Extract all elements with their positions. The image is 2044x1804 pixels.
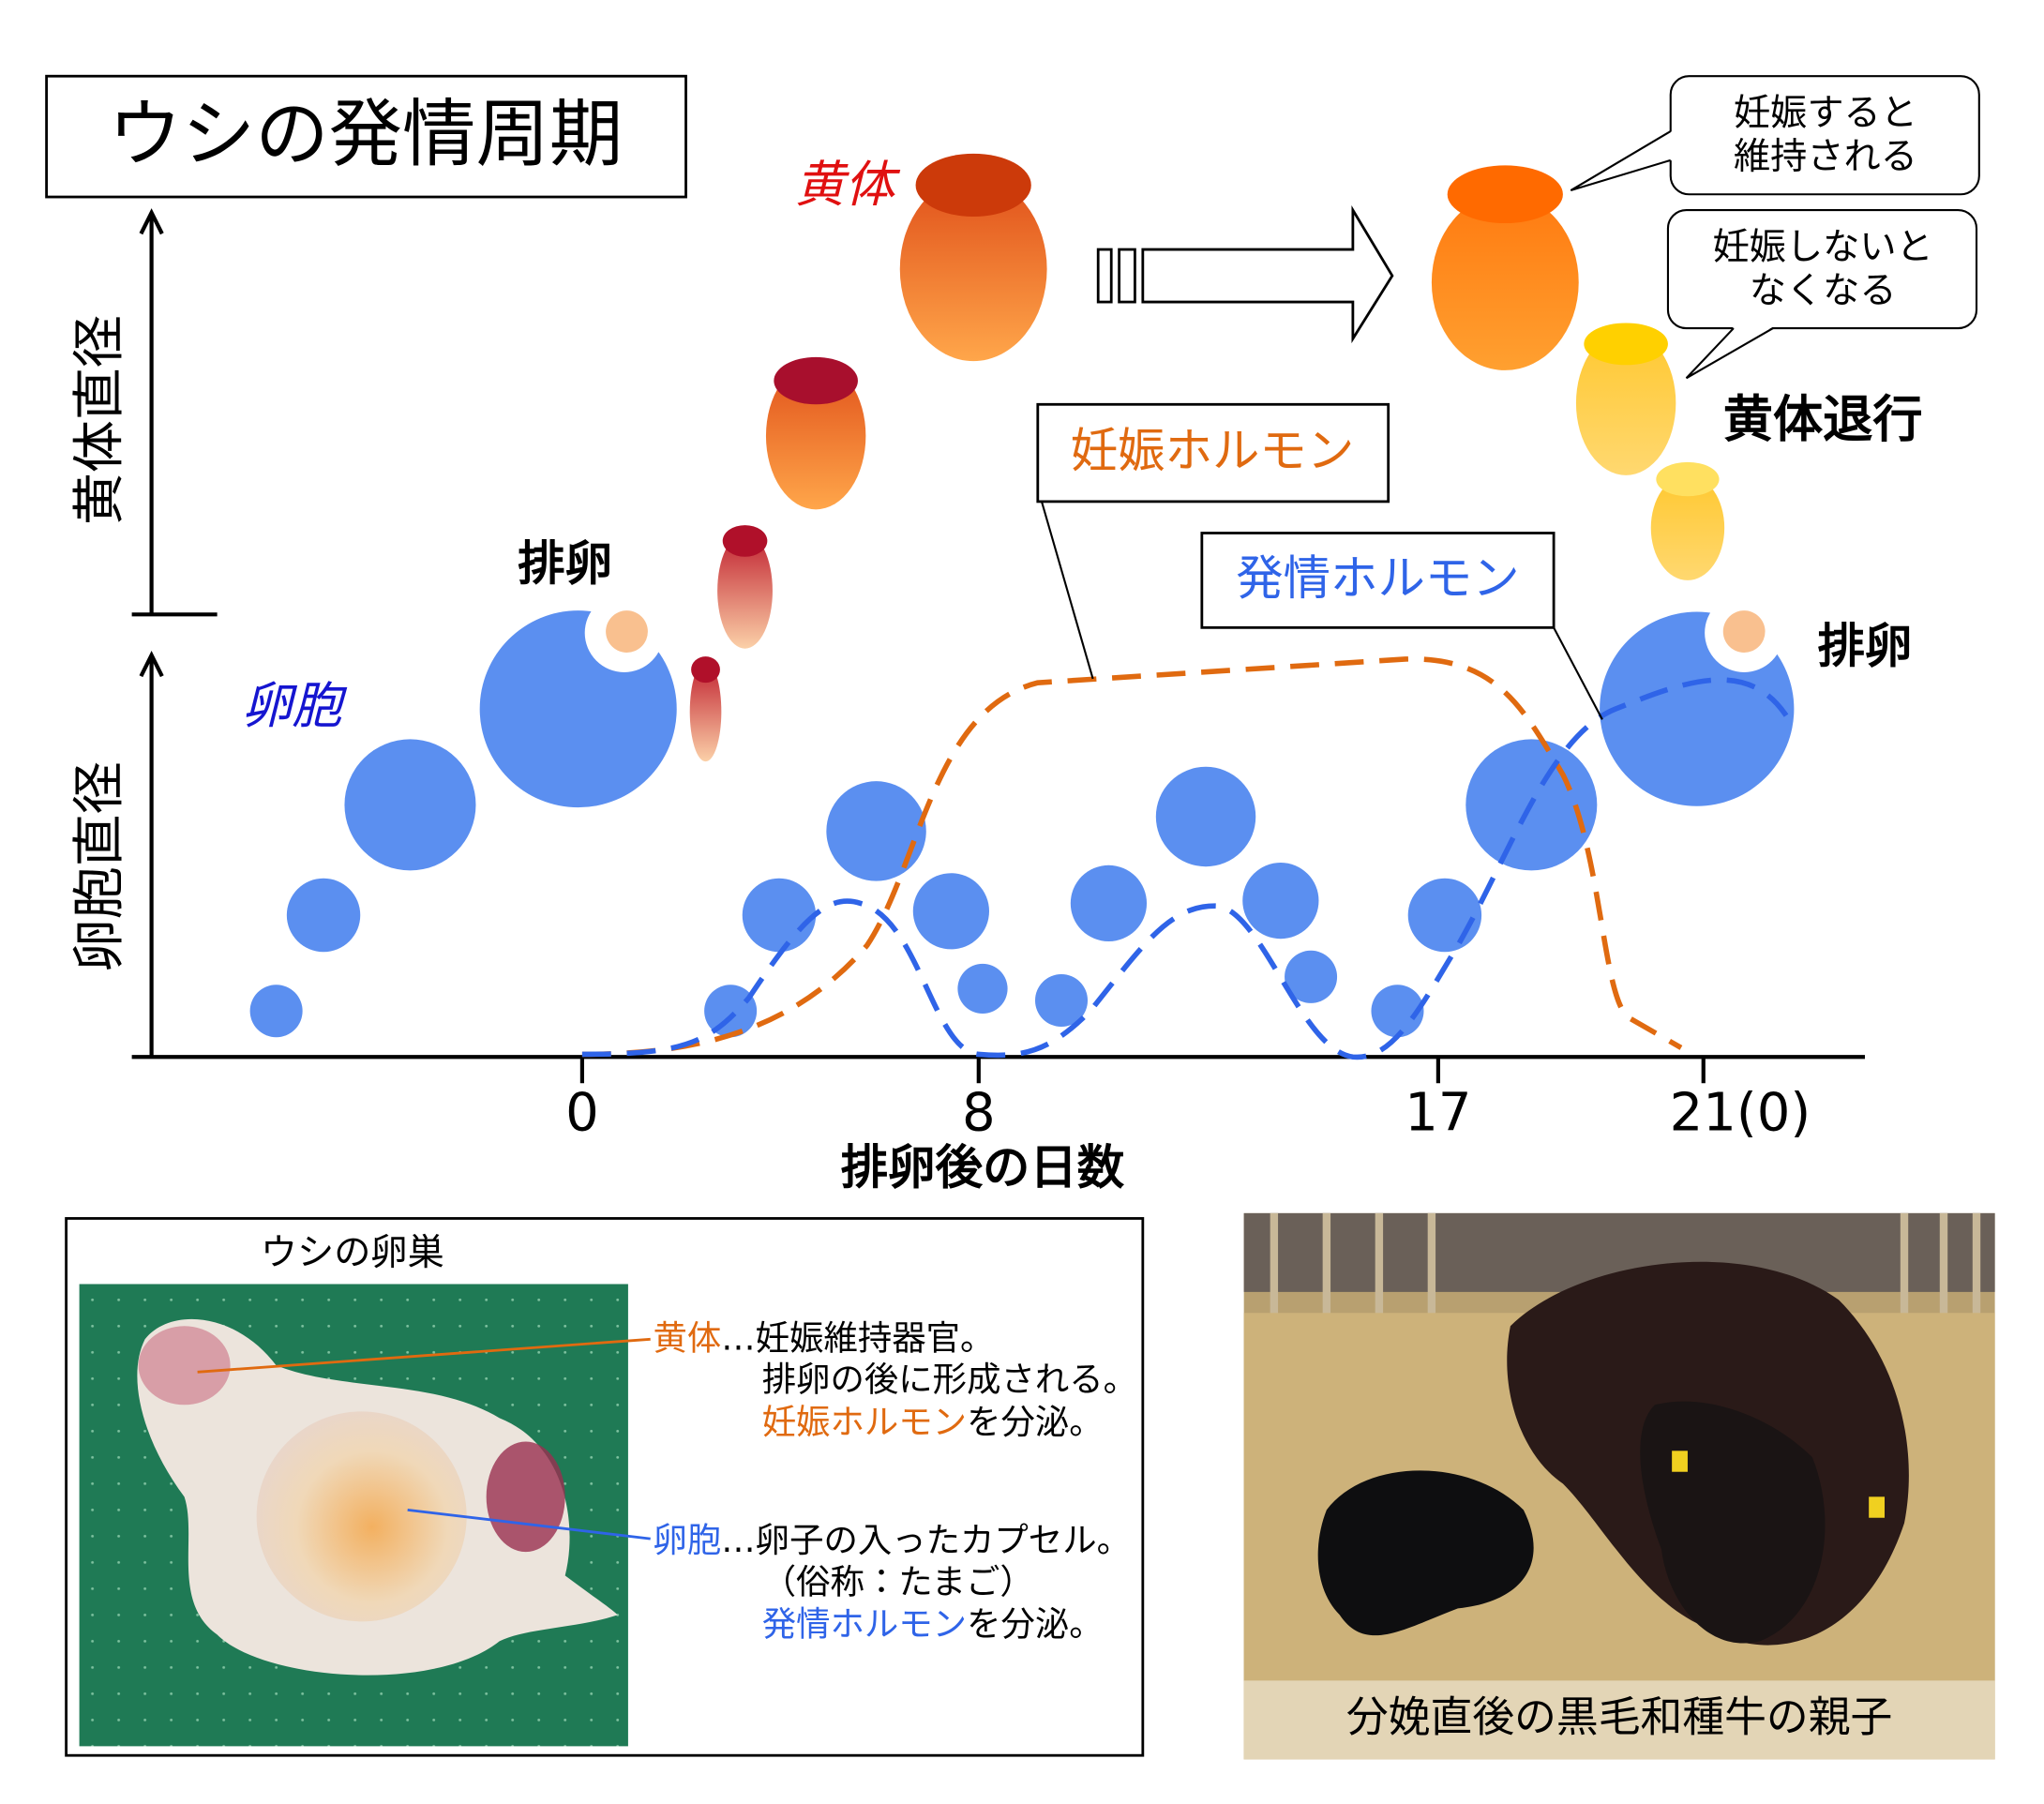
- follicles: [249, 610, 1795, 1038]
- estrus-hormone-curve: [581, 677, 1789, 1060]
- y-axis-label: 卵胞直径: [69, 761, 130, 971]
- title-box: [45, 74, 687, 199]
- y-axis-label: 黄体直径: [69, 315, 130, 525]
- photo-caption: 分娩直後の黒毛和種牛の親子: [1346, 1691, 1892, 1741]
- leader-line: [1040, 501, 1094, 680]
- desc: …卵子の入ったカプセル。: [721, 1519, 1131, 1559]
- callout-line: 妊娠すると: [1734, 93, 1917, 135]
- ovary-photo: [79, 1284, 651, 1747]
- transition-arrow: [1096, 204, 1394, 344]
- desc-line: 排卵の後に形成される。: [762, 1360, 1137, 1400]
- corpus-luteum-shapes: [689, 153, 1725, 762]
- callout-line: 維持される: [1734, 136, 1917, 178]
- label: 排卵: [518, 535, 612, 591]
- callout-line: なくなる: [1750, 270, 1897, 312]
- term: 黄体: [654, 1317, 722, 1358]
- ovulation-marks: [584, 593, 1784, 672]
- title: ウシの発情周期: [108, 92, 623, 177]
- hormone-box: [1036, 402, 1390, 504]
- cow-photo: [1243, 1212, 1995, 1760]
- hormone: 発情ホルモン: [762, 1603, 967, 1644]
- desc-line: 発情ホルモンを分泌。: [762, 1603, 1104, 1644]
- ovary-text: 黄体…妊娠維持器官。 排卵の後に形成される。 妊娠ホルモンを分泌。 卵胞…卵子の…: [654, 1317, 1138, 1644]
- x-tick-label: 17: [1405, 1082, 1471, 1143]
- panel-title: ウシの卵巣: [261, 1232, 444, 1274]
- term: 卵胞: [654, 1519, 722, 1559]
- label: 黄体: [795, 156, 901, 214]
- desc-line: 黄体…妊娠維持器官。: [654, 1317, 995, 1358]
- callouts: [1570, 75, 1980, 380]
- label: 黄体退行: [1723, 391, 1923, 449]
- label: 排卵: [1818, 619, 1913, 674]
- callout-line: 妊娠しないと: [1713, 227, 1933, 269]
- leader-line: [1553, 626, 1603, 720]
- desc: を分泌。: [967, 1603, 1104, 1644]
- x-tick-label: 21(0): [1670, 1082, 1811, 1143]
- hormone-label: 妊娠ホルモン: [1071, 423, 1354, 478]
- x-tick-label: 0: [565, 1082, 599, 1143]
- hormone-box: [1200, 532, 1556, 629]
- desc-line: （俗称：たまご）: [762, 1561, 1034, 1601]
- desc-line: 卵胞…卵子の入ったカプセル。: [654, 1519, 1131, 1559]
- pregnancy-hormone-curve: [581, 656, 1683, 1058]
- hormone: 妊娠ホルモン: [762, 1401, 967, 1441]
- hormone-label: 発情ホルモン: [1236, 550, 1519, 606]
- x-tick-label: 8: [962, 1082, 996, 1143]
- callout-text: 妊娠すると 維持される 妊娠しないと なくなる: [1713, 93, 1933, 312]
- desc: を分泌。: [967, 1401, 1104, 1441]
- label: 卵胞: [242, 677, 347, 735]
- x-ticks: 0 8 17 21(0): [565, 1082, 1811, 1143]
- desc: …妊娠維持器官。: [721, 1317, 994, 1358]
- x-axis-title: 排卵後の日数: [841, 1140, 1125, 1195]
- desc-line: 妊娠ホルモンを分泌。: [762, 1401, 1104, 1441]
